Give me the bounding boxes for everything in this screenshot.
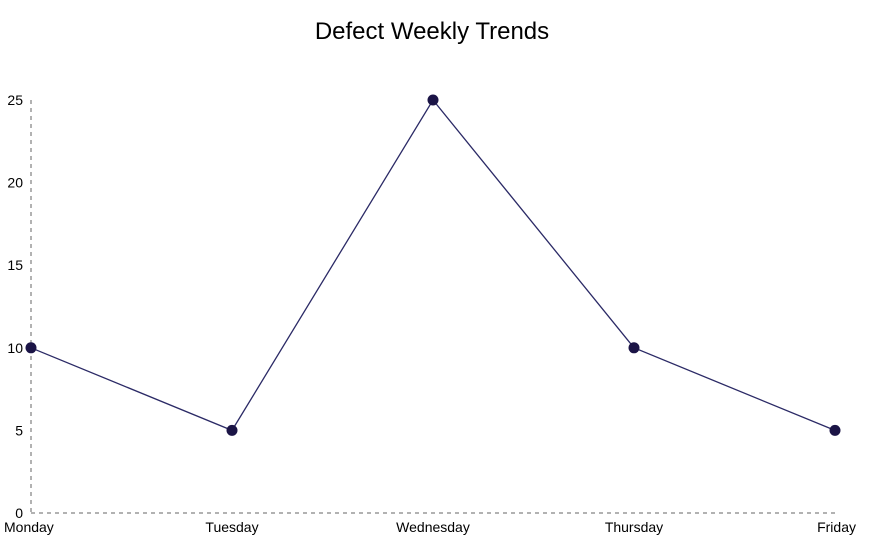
- x-tick-label: Tuesday: [205, 519, 258, 535]
- series-layer: [25, 94, 841, 436]
- data-point[interactable]: [628, 342, 640, 354]
- x-tick-label: Thursday: [605, 519, 663, 535]
- data-point[interactable]: [829, 424, 841, 436]
- y-tick-label: 0: [15, 505, 23, 521]
- y-axis-ticks: 0 5 10 15 20 25: [7, 92, 23, 521]
- x-axis-ticks: Monday Tuesday Wednesday Thursday Friday: [4, 519, 856, 535]
- y-tick-label: 5: [15, 422, 23, 438]
- series-line: [30, 98, 836, 432]
- y-tick-label: 10: [7, 340, 23, 356]
- y-tick-label: 15: [7, 257, 23, 273]
- y-tick-label: 20: [7, 175, 23, 191]
- x-tick-label: Friday: [817, 519, 856, 535]
- x-tick-label: Wednesday: [396, 519, 470, 535]
- data-point[interactable]: [25, 342, 37, 354]
- data-point[interactable]: [427, 94, 439, 106]
- y-tick-label: 25: [7, 92, 23, 108]
- data-point[interactable]: [226, 424, 238, 436]
- chart-title: Defect Weekly Trends: [315, 18, 549, 45]
- x-tick-label: Monday: [4, 519, 54, 535]
